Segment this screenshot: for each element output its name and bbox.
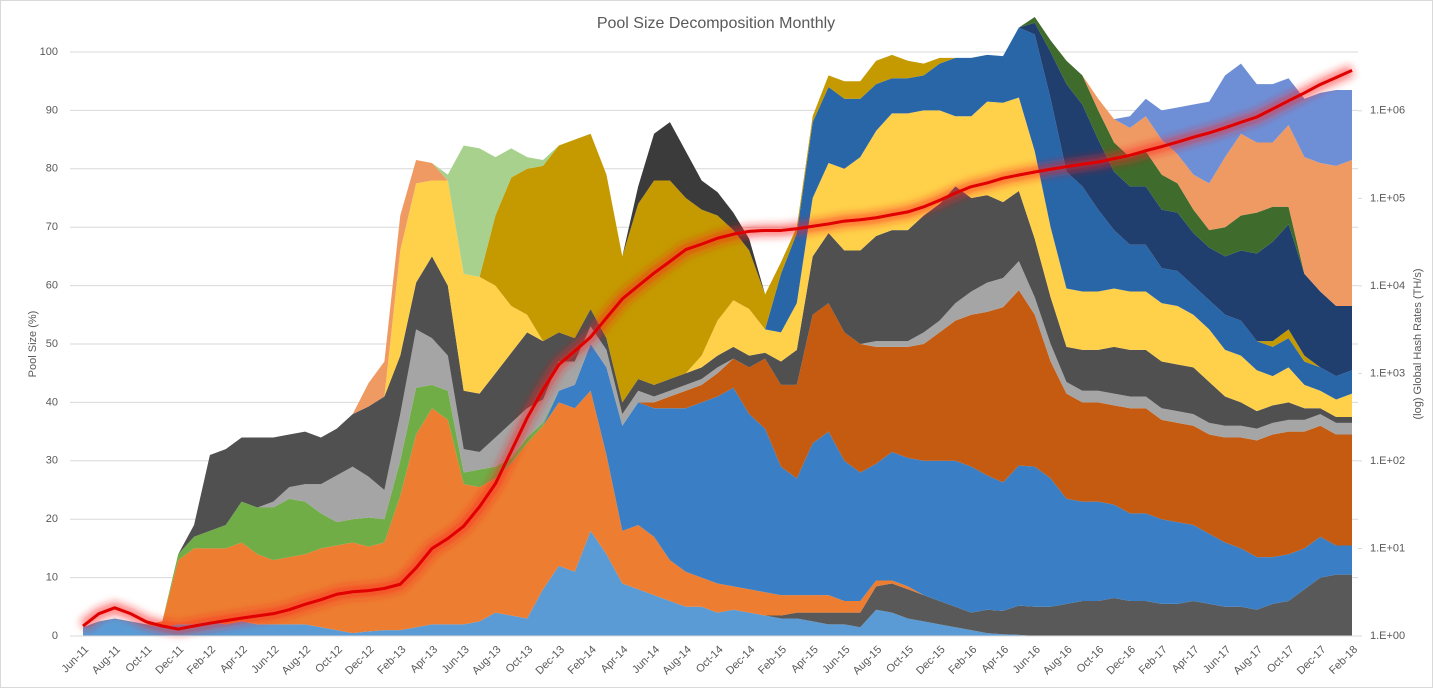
y-tick-label: 40 xyxy=(46,396,58,408)
line xyxy=(82,68,1353,631)
y2-tick-label: 1.E+05 xyxy=(1370,192,1405,204)
area xyxy=(83,344,1352,628)
y-tick-label: 20 xyxy=(46,513,58,525)
y-tick-label: 90 xyxy=(46,104,58,116)
y-tick-label: 30 xyxy=(46,455,58,467)
area xyxy=(83,16,1352,628)
y-tick-label: 60 xyxy=(46,280,58,292)
area xyxy=(83,290,1352,628)
lines xyxy=(79,64,1355,636)
y-tick-label: 100 xyxy=(40,46,58,58)
y-tick-label: 50 xyxy=(46,338,58,350)
y2-tick-label: 1.E+01 xyxy=(1370,542,1405,554)
y2-tick-label: 1.E+03 xyxy=(1370,367,1405,379)
area xyxy=(83,390,1352,634)
y-tick-label: 0 xyxy=(52,630,58,642)
y2-tick-label: 1.E+04 xyxy=(1370,280,1405,292)
y2-tick-label: 1.E+02 xyxy=(1370,455,1405,467)
y-tick-label: 10 xyxy=(46,572,58,584)
y2-tick-label: 1.E+00 xyxy=(1370,630,1405,642)
areas xyxy=(83,16,1352,636)
area xyxy=(83,530,1352,636)
y-tick-label: 80 xyxy=(46,163,58,175)
chart-title: Pool Size Decomposition Monthly xyxy=(597,15,835,32)
area xyxy=(83,186,1352,628)
y2-tick-label: 1.E+06 xyxy=(1370,105,1405,117)
area xyxy=(83,97,1352,628)
y2-axis-title: (log) Global Hash Rates (TH/s) xyxy=(1412,269,1424,420)
y-tick-label: 70 xyxy=(46,221,58,233)
y-axis-title: Pool Size (%) xyxy=(27,311,39,378)
